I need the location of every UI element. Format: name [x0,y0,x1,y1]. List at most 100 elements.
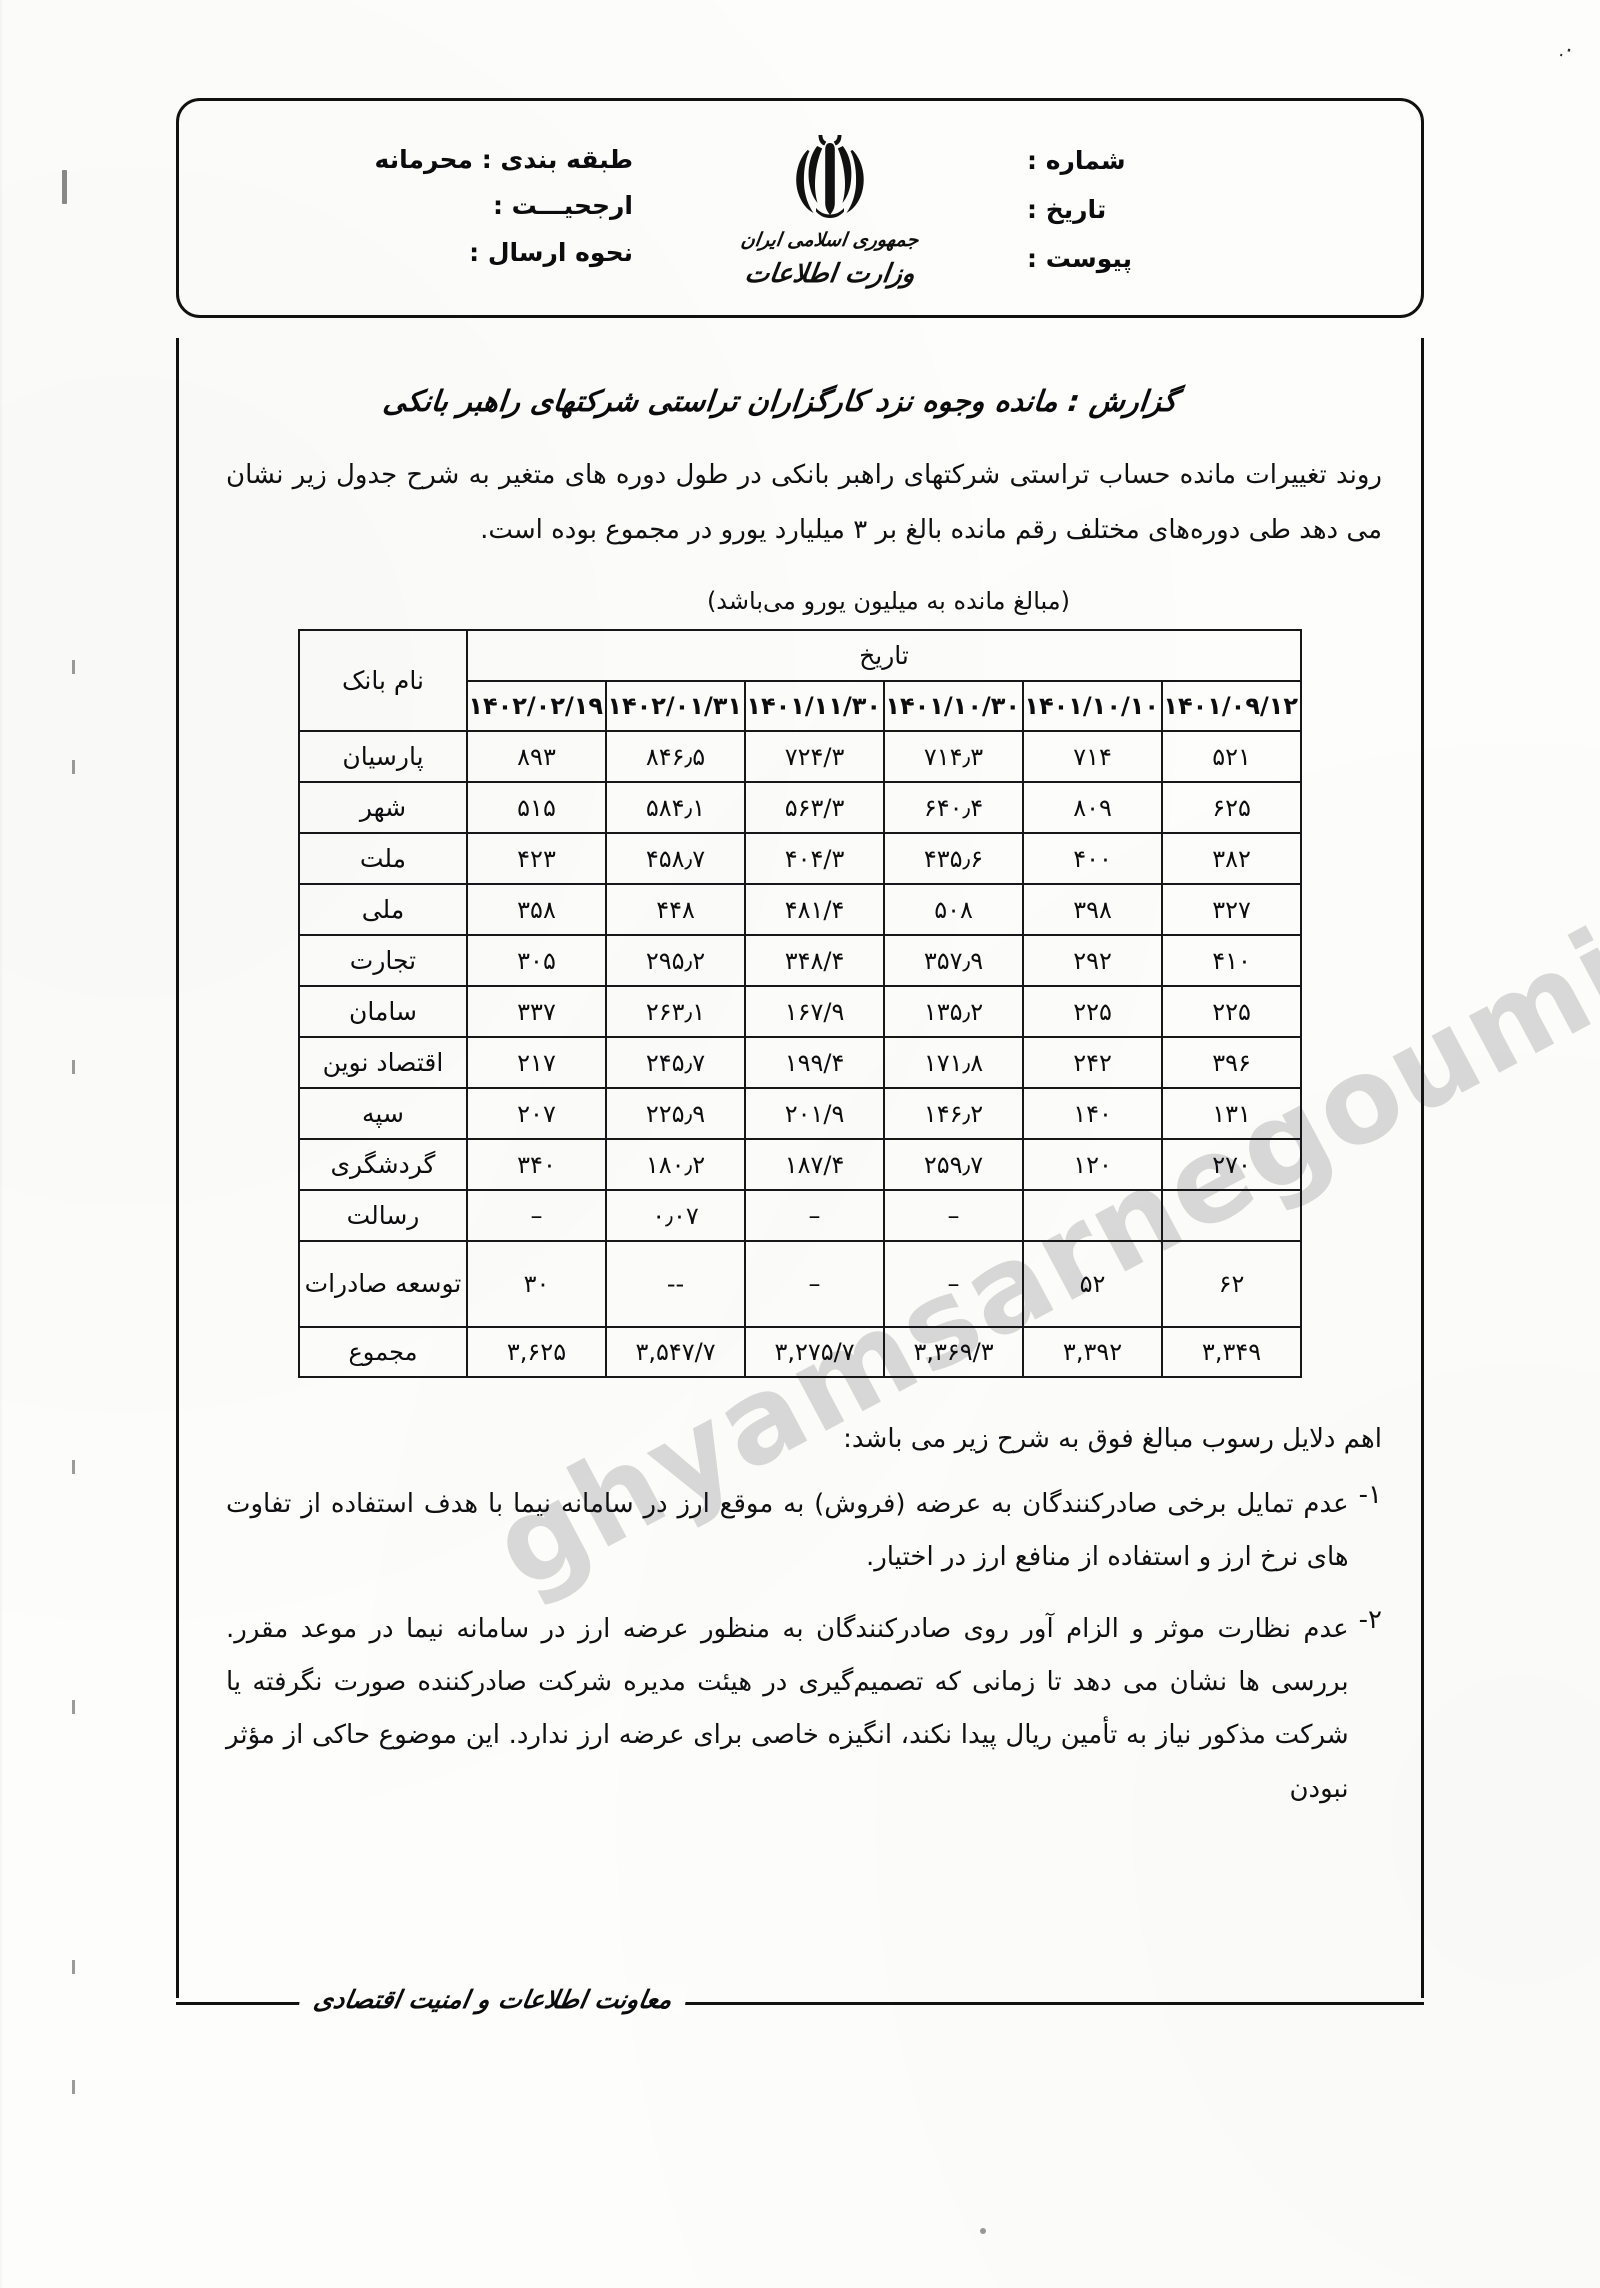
edge-tick [72,1960,75,1974]
iran-emblem-icon [785,129,875,225]
table-row: ۲۲۵ ۲۲۵ ۱۳۵٫۲ ۱۶۷/۹ ۲۶۳٫۱ ۳۳۷ سامان [297,985,1303,1039]
balance-cell: ۴۰۴/۳ [744,832,886,886]
balance-cell: ۵۲۱ [1161,730,1303,784]
balance-cell: ۳۲۷ [1161,883,1303,937]
balance-cell: ۲۲۵ [1022,985,1164,1039]
document-body-frame [176,338,1424,1998]
edge-tick [72,1460,75,1474]
balance-cell: ۴۵۸٫۷ [605,832,747,886]
balance-cell: ۲۶۳٫۱ [605,985,747,1039]
date-group-header: تاریخ [465,629,1303,683]
scan-speck: ·· [1555,38,1576,67]
balance-cell: ۲۲۵٫۹ [605,1087,747,1141]
total-cell: ۳,۳۶۹/۳ [883,1326,1025,1379]
letterhead-box: شماره : تاریخ : پیوست : [176,98,1424,318]
date-header-cell: ۱۴۰۲/۰۱/۳۱ [605,680,747,733]
balance-cell: ۸۴۶٫۵ [605,730,747,784]
date-header-cell: ۱۴۰۱/۰۹/۱۲ [1161,680,1303,733]
balance-cell: ۳۰۵ [465,934,608,988]
bank-name-cell: توسعه صادرات [297,1240,468,1329]
total-cell: ۳,۳۴۹ [1161,1326,1303,1379]
balance-cell: ۳۵۸ [465,883,608,937]
classification-label: طبقه بندی : [481,145,633,174]
document-content: گزارش : مانده وجوه نزد کارگزاران تراستی … [200,368,1400,1834]
balance-cell [1161,1189,1303,1243]
balance-cell: ۲۲۵ [1161,985,1303,1039]
footer-divider [176,2002,1424,2005]
balance-cell: ۵۶۳/۳ [744,781,886,835]
balance-cell: ۵۱۵ [465,781,608,835]
balance-cell: ۸۰۹ [1022,781,1164,835]
table-row: ۶۲۵ ۸۰۹ ۶۴۰٫۴ ۵۶۳/۳ ۵۸۴٫۱ ۵۱۵ شهر [297,781,1303,835]
amount-unit-note: (مبالغ مانده به میلیون یورو می‌باشد) [706,587,1070,616]
bank-name-cell: اقتصاد نوین [297,1036,468,1090]
date-header-cell: ۱۴۰۱/۱۰/۳۰ [883,680,1025,733]
table-row: ۳۸۲ ۴۰۰ ۴۳۵٫۶ ۴۰۴/۳ ۴۵۸٫۷ ۴۲۳ ملت [297,832,1303,886]
balance-cell: ۱۷۱٫۸ [883,1036,1025,1090]
bank-name-cell: گردشگری [297,1138,468,1192]
balance-cell: – [744,1240,886,1329]
balance-cell: ۴۰۰ [1022,832,1164,886]
table-row: ۲۷۰ ۱۲۰ ۲۵۹٫۷ ۱۸۷/۴ ۱۸۰٫۲ ۳۴۰ گردشگری [297,1138,1303,1192]
list-item-number: ۱- [1358,1480,1382,1511]
balance-cell: ۲۹۵٫۲ [605,934,747,988]
date-header-cell: ۱۴۰۱/۱۰/۱۰ [1022,680,1164,733]
total-cell: ۳,۵۴۷/۷ [605,1326,747,1379]
delivery-method-label: نحوه ارسال : [469,237,633,267]
balance-cell: – [883,1240,1025,1329]
field-date-label: تاریخ : [1027,194,1107,224]
balance-cell: ۱۳۵٫۲ [883,985,1025,1039]
table-row: – – ۰٫۰۷ – رسالت [297,1189,1303,1243]
table-row: ۳۲۷ ۳۹۸ ۵۰۸ ۴۸۱/۴ ۴۴۸ ۳۵۸ ملی [297,883,1303,937]
balance-cell: ۳۹۸ [1022,883,1164,937]
intro-paragraph: روند تغییرات مانده حساب تراستی شرکتهای ر… [226,460,1382,545]
table-row: ۱۳۱ ۱۴۰ ۱۴۶٫۲ ۲۰۱/۹ ۲۲۵٫۹ ۲۰۷ سپه [297,1087,1303,1141]
bank-balances-table: تاریخ نام بانک ۱۴۰۱/۰۹/۱۲ ۱۴۰۱/۱۰/۱۰ ۱۴۰… [297,629,1303,1379]
field-number-label: شماره : [1027,146,1126,175]
field-attachment-label: پیوست : [1027,243,1133,273]
balance-cell: ۱۸۰٫۲ [605,1138,747,1192]
balance-cell: ۲۱۷ [465,1036,608,1090]
list-item-number: ۲- [1358,1604,1382,1635]
balance-cell: ۷۱۴ [1022,730,1164,784]
table-header-group-row: تاریخ نام بانک [297,629,1303,733]
balance-cell: ۱۳۱ [1161,1087,1303,1141]
report-title: گزارش : مانده وجوه نزد کارگزاران تراستی … [381,384,1179,418]
balance-cell: ۱۴۶٫۲ [883,1087,1025,1141]
balance-cell: ۴۱۰ [1161,934,1303,988]
balance-cell: – [465,1189,608,1243]
balance-cell: ۲۹۲ [1022,934,1164,988]
list-item-text: عدم تمایل برخی صادرکنندگان به عرضه (فروش… [226,1489,1349,1573]
bank-name-cell: تجارت [297,934,468,988]
balance-cell: ۳۰ [465,1240,608,1329]
total-cell: ۳,۶۲۵ [465,1326,608,1379]
balance-cell: ۵۸۴٫۱ [605,781,747,835]
letterhead-left-fields: شماره : تاریخ : پیوست : [1027,127,1387,283]
table-header-dates-row: ۱۴۰۱/۰۹/۱۲ ۱۴۰۱/۱۰/۱۰ ۱۴۰۱/۱۰/۳۰ ۱۴۰۱/۱۱… [299,680,1303,733]
bank-name-cell: ملت [297,832,468,886]
edge-tick [72,1060,75,1074]
edge-tick [72,1700,75,1714]
balance-cell: ۷۱۴٫۳ [883,730,1025,784]
list-item: ۱- عدم تمایل برخی صادرکنندگان به عرضه (ف… [226,1478,1382,1585]
bank-name-cell: شهر [297,781,468,835]
balance-cell: ۶۲۵ [1161,781,1303,835]
balance-cell: ۶۲ [1161,1240,1303,1329]
balance-cell [1022,1189,1164,1243]
priority-label: ارجحیـــت : [492,191,633,221]
table-row: ۳۹۶ ۲۴۲ ۱۷۱٫۸ ۱۹۹/۴ ۲۴۵٫۷ ۲۱۷ اقتصاد نوی… [297,1036,1303,1090]
balance-cell: ۳۴۸/۴ [744,934,886,988]
balance-cell: -- [605,1240,747,1329]
balance-cell: ۵۰۸ [883,883,1025,937]
balance-cell: ۲۵۹٫۷ [883,1138,1025,1192]
classification-value: محرمانه [374,145,474,174]
list-item: ۲- عدم نظارت موثر و الزام آور روی صادرکن… [226,1603,1382,1816]
balance-cell: ۲۰۷ [465,1087,608,1141]
bank-name-cell: سپه [297,1087,468,1141]
table-row: ۴۱۰ ۲۹۲ ۳۵۷٫۹ ۳۴۸/۴ ۲۹۵٫۲ ۳۰۵ تجارت [297,934,1303,988]
balance-cell: ۳۹۶ [1161,1036,1303,1090]
balance-cell: ۱۸۷/۴ [744,1138,886,1192]
total-cell: ۳,۲۷۵/۷ [744,1326,886,1379]
balance-cell: ۱۶۷/۹ [744,985,886,1039]
